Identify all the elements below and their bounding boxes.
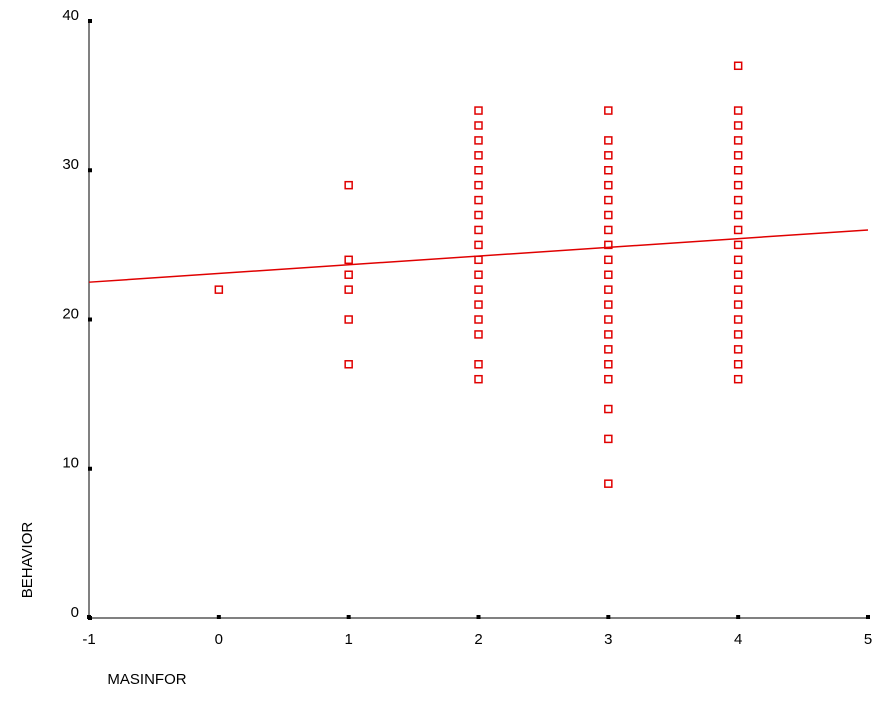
point bbox=[475, 331, 482, 338]
point bbox=[735, 316, 742, 323]
point bbox=[735, 226, 742, 233]
point bbox=[735, 376, 742, 383]
point bbox=[735, 361, 742, 368]
point bbox=[605, 435, 612, 442]
point bbox=[735, 256, 742, 263]
point bbox=[345, 286, 352, 293]
x-tick-label: 4 bbox=[734, 631, 742, 648]
point bbox=[605, 137, 612, 144]
point bbox=[735, 167, 742, 174]
point bbox=[605, 406, 612, 413]
x-tick bbox=[736, 615, 740, 619]
x-tick-label: 3 bbox=[604, 631, 612, 648]
point bbox=[345, 316, 352, 323]
point bbox=[735, 137, 742, 144]
y-tick bbox=[88, 168, 92, 172]
point bbox=[605, 152, 612, 159]
point bbox=[605, 212, 612, 219]
point bbox=[475, 301, 482, 308]
point bbox=[475, 212, 482, 219]
point bbox=[475, 107, 482, 114]
point bbox=[735, 331, 742, 338]
point bbox=[605, 286, 612, 293]
y-tick bbox=[88, 19, 92, 23]
point bbox=[215, 286, 222, 293]
point bbox=[345, 182, 352, 189]
point bbox=[605, 197, 612, 204]
x-tick-label: 0 bbox=[215, 631, 223, 648]
point bbox=[475, 361, 482, 368]
point bbox=[475, 286, 482, 293]
point bbox=[735, 241, 742, 248]
x-tick bbox=[87, 615, 91, 619]
point bbox=[475, 376, 482, 383]
point bbox=[345, 361, 352, 368]
x-tick bbox=[606, 615, 610, 619]
point bbox=[605, 167, 612, 174]
point bbox=[475, 182, 482, 189]
point bbox=[735, 182, 742, 189]
fit-line bbox=[89, 230, 868, 282]
point bbox=[475, 197, 482, 204]
y-tick-label: 20 bbox=[62, 305, 79, 322]
point bbox=[735, 346, 742, 353]
y-tick-label: 30 bbox=[62, 156, 79, 173]
point bbox=[475, 271, 482, 278]
x-tick bbox=[347, 615, 351, 619]
point bbox=[605, 361, 612, 368]
point bbox=[475, 226, 482, 233]
point bbox=[475, 167, 482, 174]
x-tick bbox=[477, 615, 481, 619]
point bbox=[475, 241, 482, 248]
y-tick bbox=[88, 467, 92, 471]
point bbox=[605, 316, 612, 323]
y-tick-label: 0 bbox=[71, 604, 79, 621]
x-tick-label: 5 bbox=[864, 631, 872, 648]
y-tick-label: 40 bbox=[62, 7, 79, 24]
point bbox=[475, 316, 482, 323]
point bbox=[735, 271, 742, 278]
point bbox=[735, 122, 742, 129]
point bbox=[475, 152, 482, 159]
point bbox=[735, 62, 742, 69]
point bbox=[735, 197, 742, 204]
point bbox=[605, 301, 612, 308]
point bbox=[475, 256, 482, 263]
y-tick-label: 10 bbox=[62, 455, 79, 472]
x-tick-label: -1 bbox=[82, 631, 95, 648]
point bbox=[735, 286, 742, 293]
point bbox=[345, 256, 352, 263]
x-axis-label: MASINFOR bbox=[107, 671, 186, 688]
point bbox=[735, 107, 742, 114]
point bbox=[475, 137, 482, 144]
point bbox=[605, 346, 612, 353]
point bbox=[735, 212, 742, 219]
point bbox=[735, 301, 742, 308]
point bbox=[605, 271, 612, 278]
x-tick bbox=[866, 615, 870, 619]
point bbox=[605, 182, 612, 189]
point bbox=[735, 152, 742, 159]
chart: MASINFOR BEHAVIOR 010203040-1012345 bbox=[0, 0, 876, 718]
point bbox=[475, 122, 482, 129]
point bbox=[605, 376, 612, 383]
point bbox=[605, 107, 612, 114]
point bbox=[605, 331, 612, 338]
y-axis-label: BEHAVIOR bbox=[19, 522, 36, 599]
x-tick-label: 2 bbox=[474, 631, 482, 648]
point bbox=[345, 271, 352, 278]
x-tick-label: 1 bbox=[344, 631, 352, 648]
point bbox=[605, 480, 612, 487]
x-tick bbox=[217, 615, 221, 619]
y-tick bbox=[88, 318, 92, 322]
point bbox=[605, 226, 612, 233]
point bbox=[605, 256, 612, 263]
